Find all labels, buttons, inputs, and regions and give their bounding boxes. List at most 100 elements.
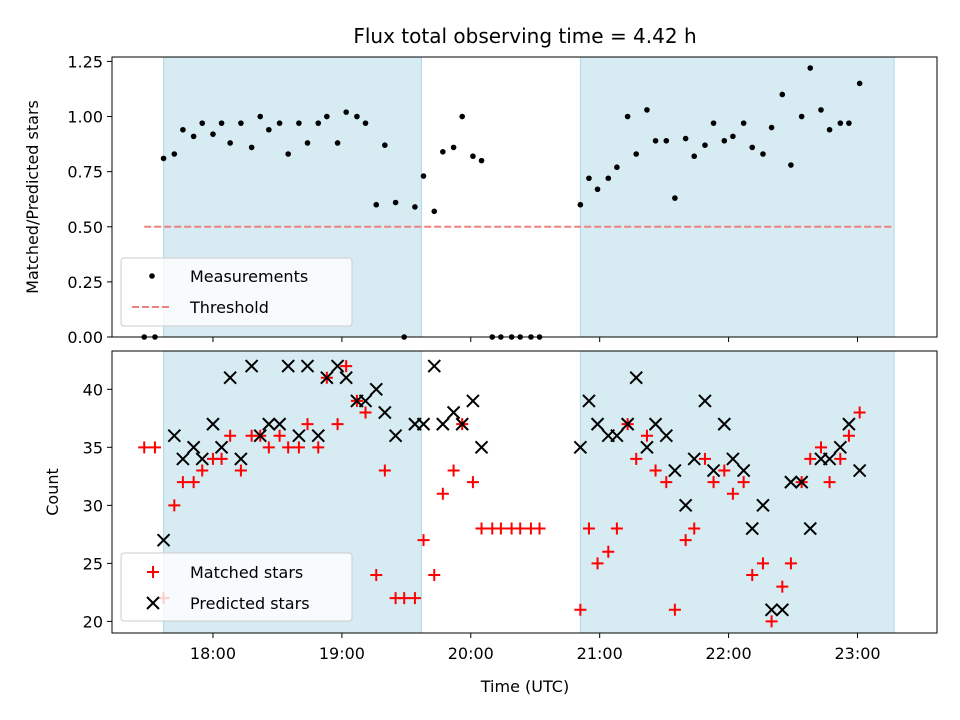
matched-stars-point: [834, 452, 847, 465]
measurements-point: [266, 126, 272, 133]
measurements-point: [721, 137, 728, 144]
predicted-stars-point: [764, 603, 779, 617]
matched-stars-point: [853, 406, 866, 419]
matched-stars-point: [630, 452, 643, 465]
measurements-point: [682, 135, 689, 142]
predicted-stars-point: [455, 417, 469, 431]
measurements-point: [459, 113, 465, 120]
y-tick-label: 30: [83, 496, 103, 515]
measurements-point: [760, 151, 766, 157]
bottom-panel-x-ticks: 18:00 19:00 20:00 21:00 22:00 23:00: [190, 633, 881, 663]
matched-stars-point: [168, 499, 181, 512]
matched-stars-point: [408, 592, 421, 605]
y-tick-label: 20: [83, 612, 103, 631]
measurements-point: [440, 149, 446, 155]
measurements-point: [431, 208, 438, 215]
matched-stars-point: [756, 557, 769, 570]
legend-predicted-label: Predicted stars: [190, 594, 310, 613]
legend-matched-label: Matched stars: [190, 563, 303, 582]
predicted-stars-point: [698, 394, 712, 408]
measurements-point: [691, 153, 698, 160]
predicted-stars-point: [833, 440, 848, 455]
matched-stars-point: [215, 452, 228, 465]
measurements-point: [788, 162, 794, 168]
matched-stars-point: [533, 522, 546, 535]
predicted-stars-point: [610, 429, 624, 443]
predicted-stars-point: [388, 429, 403, 443]
measurements-point: [672, 195, 678, 201]
matched-stars-point: [312, 441, 325, 454]
matched-stars-point: [823, 476, 836, 489]
y-tick-label: 0.00: [67, 328, 103, 347]
bottom-panel-legend-box: [120, 552, 353, 622]
matched-stars-point: [776, 580, 789, 593]
matched-stars-point: [688, 522, 701, 535]
measurements-point: [837, 120, 844, 126]
matched-stars-point: [649, 464, 662, 477]
predicted-stars-point: [775, 603, 790, 617]
matched-stars-point: [436, 487, 449, 500]
measurements-point: [652, 137, 659, 144]
predicted-stars-point: [378, 405, 392, 420]
measurements-point: [768, 124, 775, 131]
top-panel-y-ticks: 0.00 0.25 0.50 0.75 1.00 1.25: [67, 52, 112, 347]
measurements-point: [180, 126, 186, 133]
measurements-point: [227, 140, 233, 146]
matched-stars-point: [234, 464, 247, 477]
matched-stars-point: [784, 557, 797, 570]
measurements-point: [470, 153, 476, 160]
predicted-stars-point: [659, 429, 674, 443]
predicted-stars-point: [466, 394, 480, 408]
predicted-stars-point: [687, 452, 701, 466]
matched-stars-point: [718, 464, 731, 477]
predicted-stars-point: [678, 498, 693, 513]
matched-stars-point: [804, 452, 817, 465]
x-tick-label: 20:00: [448, 644, 494, 663]
matched-stars-point: [301, 418, 314, 431]
matched-stars-point: [726, 487, 739, 500]
measurements-point: [710, 120, 717, 126]
y-tick-label: 1.25: [67, 52, 103, 71]
predicted-stars-point: [330, 359, 345, 373]
predicted-stars-point: [629, 370, 643, 385]
predicted-stars-point: [369, 382, 383, 397]
measurements-point: [586, 175, 592, 182]
matched-stars-point: [428, 568, 441, 581]
predicted-stars-point: [427, 359, 441, 373]
measurements-point: [296, 120, 302, 126]
y-tick-label: 1.00: [67, 108, 103, 127]
top-panel-legend: Measurements Threshold: [120, 257, 353, 327]
matched-stars-point: [746, 568, 759, 581]
predicted-stars-point: [784, 475, 798, 489]
matched-stars-point: [610, 522, 623, 535]
legend-measurements-marker: [149, 273, 155, 279]
matched-stars-point: [292, 441, 305, 454]
measurements-point: [663, 137, 670, 144]
matched-stars-point: [331, 418, 344, 431]
bottom-panel-frame: [111, 350, 938, 634]
predicted-stars-point: [726, 452, 740, 466]
predicted-stars-point: [311, 429, 325, 443]
matched-stars-point: [698, 452, 711, 465]
matched-stars-point: [187, 476, 200, 489]
matched-stars-point: [398, 592, 411, 605]
x-tick-label: 19:00: [319, 644, 365, 663]
predicted-stars-point: [640, 440, 654, 455]
measurements-point: [392, 199, 399, 206]
measurements-point: [354, 113, 360, 120]
measurements-point: [740, 120, 747, 126]
matched-stars-point: [262, 441, 275, 454]
measurements-point: [614, 164, 620, 171]
chart-title: Flux total observing time = 4.42 h: [353, 24, 696, 48]
matched-stars-point: [640, 429, 653, 442]
matched-stars-point: [370, 568, 383, 581]
matched-stars-point: [602, 545, 615, 558]
matched-stars-point: [660, 476, 673, 489]
x-axis-label: Time (UTC): [480, 677, 569, 696]
matched-stars-point: [842, 429, 855, 442]
matched-stars-point: [466, 476, 479, 489]
measurements-point: [373, 201, 380, 208]
legend-threshold-label: Threshold: [189, 298, 269, 317]
predicted-stars-point: [756, 498, 770, 513]
matched-stars-point: [359, 406, 372, 419]
